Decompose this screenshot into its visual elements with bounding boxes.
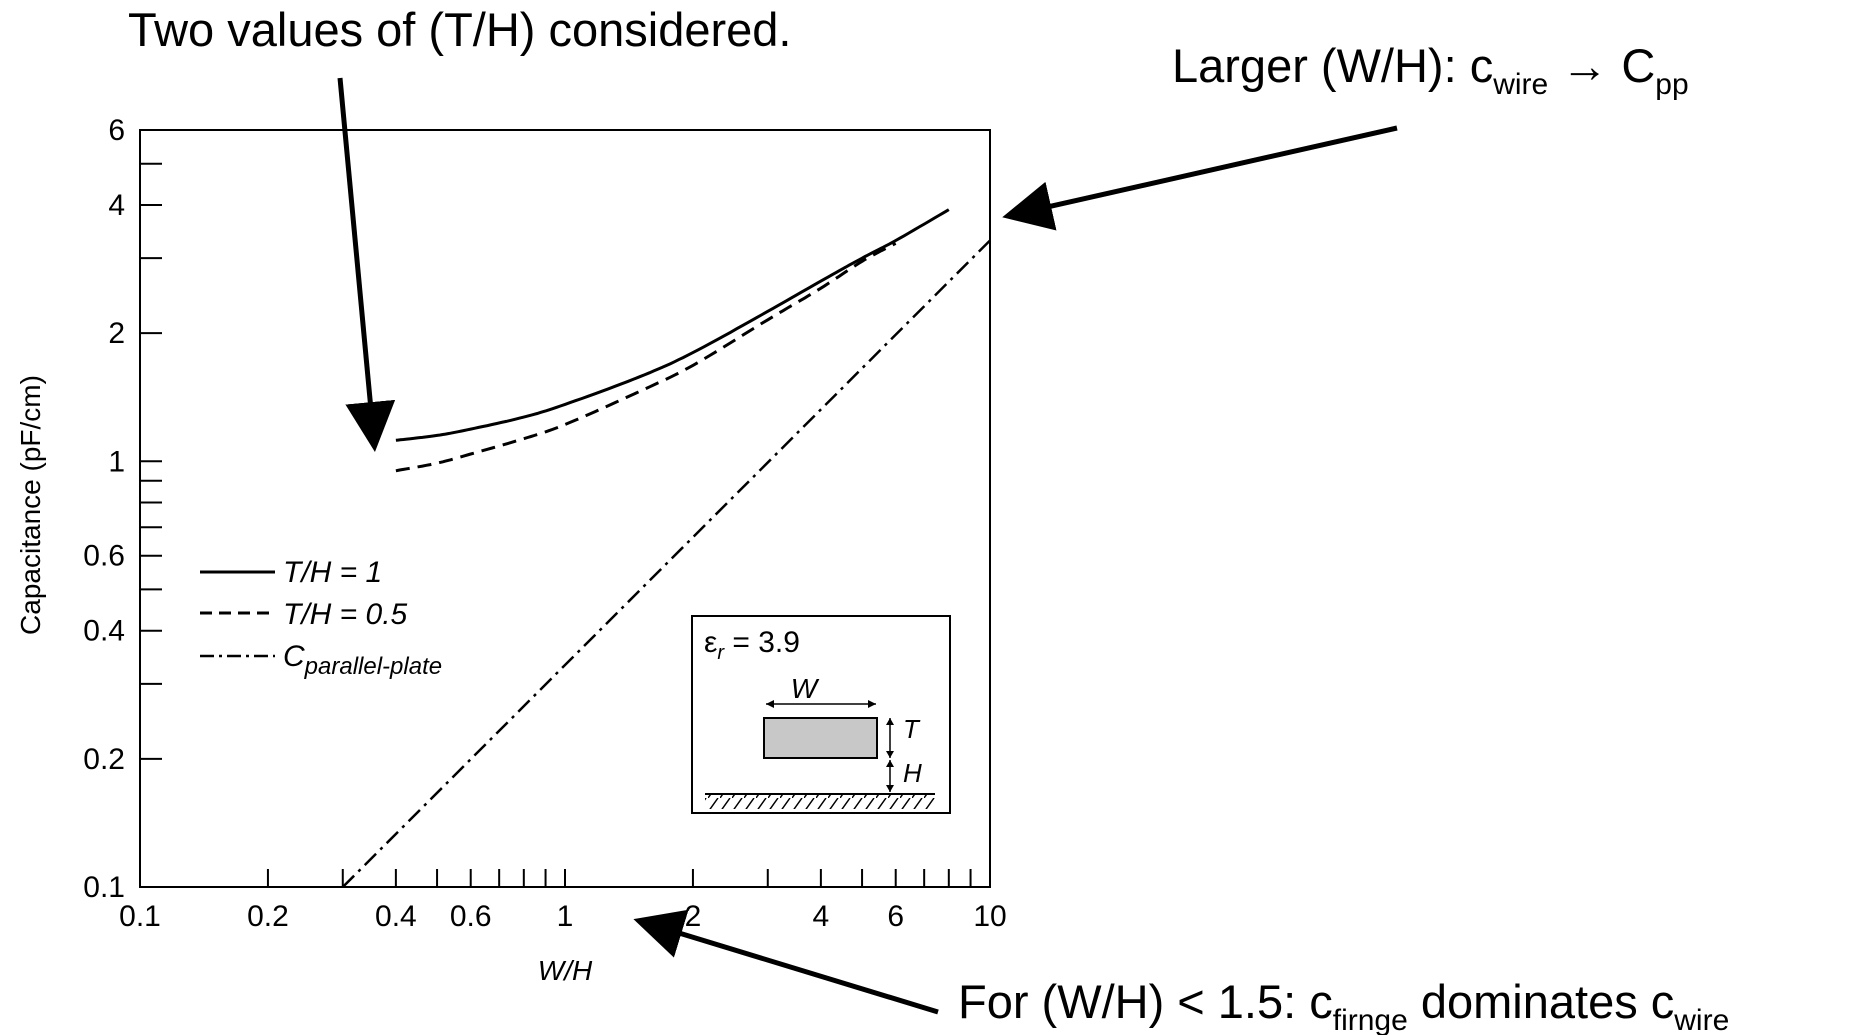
x-tick-label-8: 10 bbox=[973, 900, 1006, 933]
y-axis-ticks: 0.1 0.2 0.4 0.6 1 2 4 6 bbox=[83, 114, 162, 904]
annotation-bottom-sub1: firnge bbox=[1333, 1004, 1408, 1035]
x-tick-label-0: 0.1 bbox=[119, 900, 161, 933]
inset-epsilon: ε bbox=[704, 626, 717, 659]
annotation-arrow-bottom bbox=[633, 909, 939, 1015]
x-tick-label-5: 2 bbox=[685, 900, 702, 933]
inset-ground-hatch bbox=[705, 795, 935, 809]
annotation-top-right-prefix: Larger (W/H): c bbox=[1172, 39, 1493, 92]
series-line-solid bbox=[395, 208, 950, 442]
legend-entry-3: Cparallel-plate bbox=[283, 640, 442, 680]
annotation-top-right-sub1: wire bbox=[1492, 68, 1548, 101]
y-tick-label-4: 1 bbox=[108, 445, 125, 478]
series-layer bbox=[341, 208, 991, 888]
y-tick-label-2: 0.4 bbox=[83, 615, 125, 648]
legend-entry-1: T/H = 1 bbox=[283, 556, 382, 589]
x-tick-label-7: 6 bbox=[887, 900, 904, 933]
legend-entry-2: T/H = 0.5 bbox=[283, 598, 408, 631]
x-axis-label: W/H bbox=[538, 955, 593, 986]
inset-wire bbox=[763, 717, 878, 759]
annotation-top-right-arrow: → C bbox=[1548, 39, 1655, 92]
inset-epsilon-subscript: r bbox=[717, 642, 725, 664]
series-line-dashed bbox=[395, 242, 897, 473]
inset-frame bbox=[691, 615, 951, 814]
y-tick-label-7: 6 bbox=[108, 114, 125, 147]
annotation-bottom-prefix: For (W/H) < 1.5: c bbox=[958, 975, 1333, 1028]
annotation-arrow-top-right bbox=[1002, 125, 1398, 231]
x-tick-label-3: 0.6 bbox=[450, 900, 492, 933]
x-tick-label-1: 0.2 bbox=[247, 900, 289, 933]
y-axis-label: Capacitance (pF/cm) bbox=[15, 375, 46, 635]
y-tick-label-1: 0.2 bbox=[83, 743, 125, 776]
annotation-top-right-sub2: pp bbox=[1655, 68, 1688, 101]
series-line-dashdot bbox=[341, 239, 991, 888]
x-tick-label-4: 1 bbox=[557, 900, 574, 933]
inset-height-label: H bbox=[903, 758, 922, 788]
inset-diagram: εr = 3.9 W T H bbox=[691, 615, 951, 814]
annotation-top-left: Two values of (T/H) considered. bbox=[128, 3, 792, 56]
inset-width-label: W bbox=[791, 673, 820, 704]
annotation-bottom-middle: dominates c bbox=[1408, 975, 1674, 1028]
x-tick-label-2: 0.4 bbox=[375, 900, 417, 933]
x-axis-ticks: 0.1 0.2 0.4 0.6 1 2 4 6 10 bbox=[119, 869, 1007, 933]
legend: T/H = 1 T/H = 0.5 Cparallel-plate bbox=[200, 556, 442, 680]
annotation-bottom-sub2: wire bbox=[1673, 1004, 1729, 1035]
legend-entry-3-subscript: parallel-plate bbox=[304, 653, 442, 680]
annotation-arrow-top-left bbox=[337, 77, 396, 452]
annotation-bottom-right: For (W/H) < 1.5: cfirnge dominates cwire bbox=[958, 975, 1729, 1035]
annotation-top-right: Larger (W/H): cwire → Cpp bbox=[1172, 39, 1689, 101]
inset-permittivity-value: = 3.9 bbox=[724, 626, 800, 659]
legend-entry-3-main: C bbox=[283, 640, 305, 673]
y-tick-label-0: 0.1 bbox=[83, 871, 125, 904]
y-tick-label-5: 2 bbox=[108, 317, 125, 350]
inset-permittivity: εr = 3.9 bbox=[704, 626, 800, 664]
x-tick-label-6: 4 bbox=[813, 900, 830, 933]
inset-thickness-label: T bbox=[903, 714, 921, 744]
y-tick-label-3: 0.6 bbox=[83, 540, 125, 573]
y-tick-label-6: 4 bbox=[108, 189, 125, 222]
